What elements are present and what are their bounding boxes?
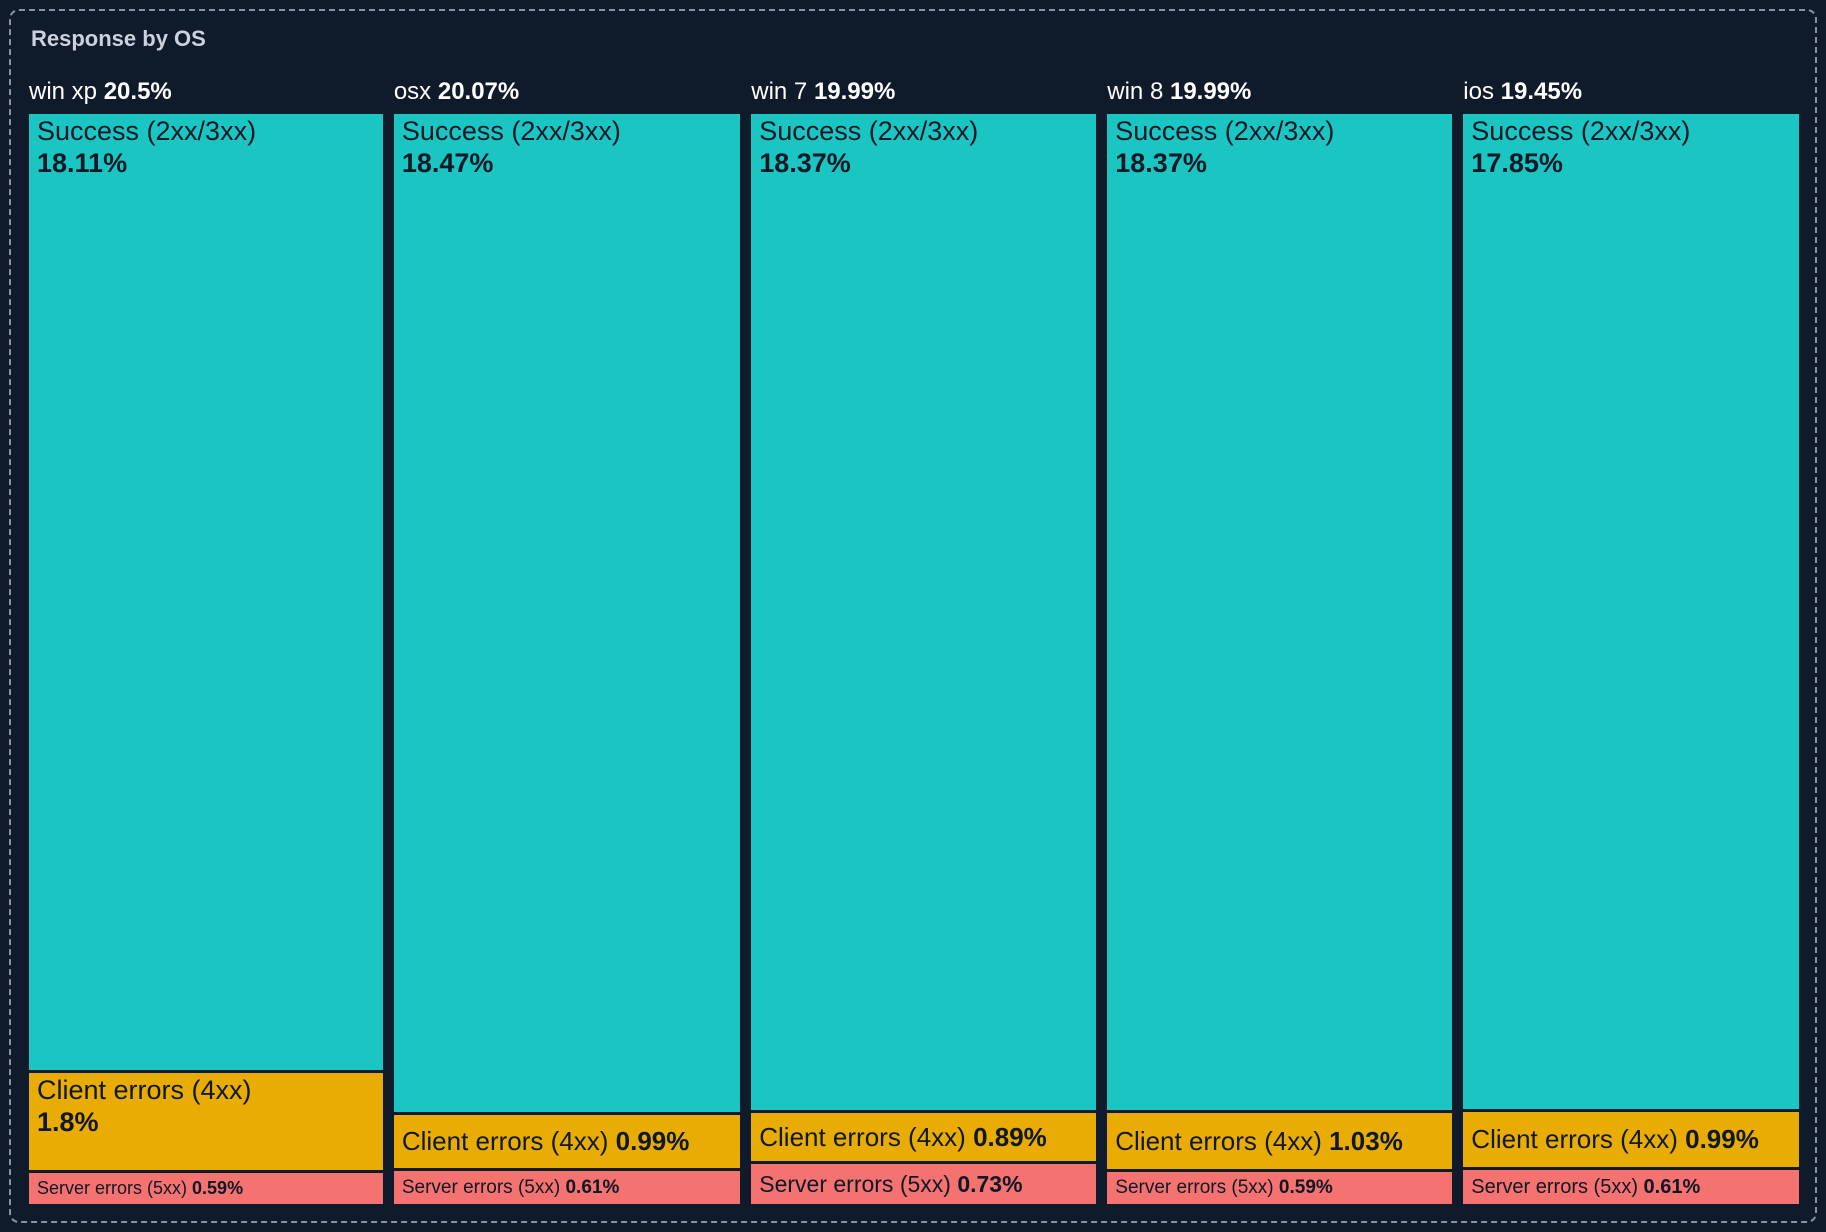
tile-value: 17.85% <box>1471 147 1563 178</box>
client-tile[interactable]: Client errors (4xx) 0.99% <box>393 1114 741 1169</box>
server-tile[interactable]: Server errors (5xx) 0.59% <box>29 1172 383 1204</box>
tile-value: 0.59% <box>192 1177 244 1198</box>
tile-value: 18.37% <box>759 147 851 178</box>
success-tile[interactable]: Success (2xx/3xx) 18.47% <box>393 114 741 1112</box>
success-tile[interactable]: Success (2xx/3xx) 18.11% <box>29 114 383 1071</box>
tile-label: Client errors (4xx) <box>759 1121 974 1152</box>
tile-value: 18.47% <box>401 147 494 178</box>
tile-value: 0.61% <box>565 1176 620 1198</box>
client-tile[interactable]: Client errors (4xx) 0.99% <box>1463 1112 1799 1168</box>
server-tile[interactable]: Server errors (5xx) 0.61% <box>1463 1170 1799 1205</box>
tile-value: 0.89% <box>973 1121 1047 1152</box>
client-tile[interactable]: Client errors (4xx) 0.89% <box>751 1113 1097 1162</box>
tile-label: Success (2xx/3xx) <box>1115 116 1335 146</box>
tile-value: 0.59% <box>1278 1177 1333 1199</box>
success-tile[interactable]: Success (2xx/3xx) 18.37% <box>1107 114 1453 1111</box>
server-tile[interactable]: Server errors (5xx) 0.73% <box>751 1164 1097 1204</box>
os-column-segments: Success (2xx/3xx) 18.37% Client errors (4x… <box>751 114 1097 1204</box>
os-column-segments: Success (2xx/3xx) 18.37% Client errors (4x… <box>1107 114 1453 1204</box>
tile-label: Success (2xx/3xx) <box>759 116 979 146</box>
client-tile[interactable]: Client errors (4xx) 1.8% <box>29 1073 383 1170</box>
server-tile[interactable]: Server errors (5xx) 0.61% <box>393 1171 741 1204</box>
os-column-osx: osx 20.07% Success (2xx/3xx) 18.47% Client … <box>393 79 741 1204</box>
success-tile[interactable]: Success (2xx/3xx) 18.37% <box>751 114 1097 1111</box>
server-tile[interactable]: Server errors (5xx) 0.59% <box>1107 1172 1453 1204</box>
os-column-ios: ios 19.45% Success (2xx/3xx) 17.85% Client … <box>1463 79 1799 1205</box>
tile-value: 0.73% <box>957 1170 1023 1197</box>
tile-label: Client errors (4xx) <box>1115 1125 1330 1156</box>
os-column-win-7: win 7 19.99% Success (2xx/3xx) 18.37% Clien… <box>751 79 1097 1204</box>
tile-label: Client errors (4xx) <box>1471 1124 1686 1155</box>
tile-label: Server errors (5xx) <box>759 1170 958 1197</box>
os-column-label: osx 20.07% <box>393 79 520 105</box>
treemap: win xp 20.5% Success (2xx/3xx) 18.11% Clien… <box>29 79 1799 1205</box>
success-tile[interactable]: Success (2xx/3xx) 17.85% <box>1463 114 1799 1109</box>
tile-label: Success (2xx/3xx) <box>1471 116 1691 146</box>
os-column-segments: Success (2xx/3xx) 18.47% Client errors (4x… <box>393 114 741 1204</box>
os-column-label: win xp 20.5% <box>29 79 172 105</box>
os-column-label: win 7 19.99% <box>751 79 896 105</box>
os-column-win-xp: win xp 20.5% Success (2xx/3xx) 18.11% Clien… <box>29 79 383 1204</box>
tile-label: Server errors (5xx) <box>37 1177 193 1198</box>
panel-title: Response by OS <box>31 26 206 51</box>
tile-label: Client errors (4xx) <box>401 1125 616 1156</box>
os-column-win-8: win 8 19.99% Success (2xx/3xx) 18.37% Clien… <box>1107 79 1453 1204</box>
tile-value: 1.03% <box>1329 1125 1403 1156</box>
tile-label: Server errors (5xx) <box>1471 1175 1644 1198</box>
tile-value: 0.99% <box>1685 1124 1759 1155</box>
tile-value: 0.99% <box>615 1125 690 1156</box>
client-tile[interactable]: Client errors (4xx) 1.03% <box>1107 1113 1453 1170</box>
tile-value: 18.37% <box>1115 147 1207 178</box>
tile-label: Client errors (4xx) <box>37 1075 252 1106</box>
tile-label: Success (2xx/3xx) <box>401 116 621 146</box>
tile-label: Server errors (5xx) <box>1115 1177 1279 1199</box>
os-column-label: win 8 19.99% <box>1107 79 1252 105</box>
tile-value: 18.11% <box>37 147 128 178</box>
os-column-label: ios 19.45% <box>1463 79 1583 105</box>
os-column-segments: Success (2xx/3xx) 17.85% Client errors (4x… <box>1463 114 1799 1205</box>
tile-value: 0.61% <box>1643 1175 1701 1198</box>
response-by-os-panel: Response by OS win xp 20.5% Success (2xx/… <box>9 9 1817 1223</box>
os-column-segments: Success (2xx/3xx) 18.11% Client errors (4x… <box>29 114 383 1204</box>
tile-value: 1.8% <box>37 1106 99 1137</box>
tile-label: Success (2xx/3xx) <box>37 116 257 146</box>
tile-label: Server errors (5xx) <box>401 1176 566 1198</box>
